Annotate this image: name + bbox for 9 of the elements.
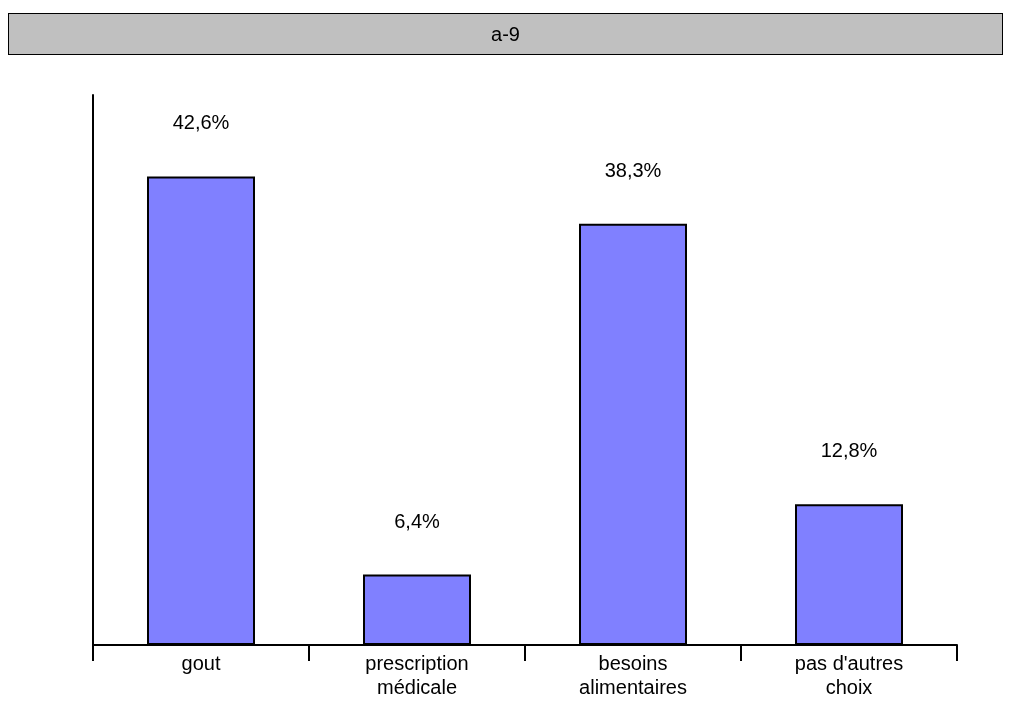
x-tick-label: gout [181, 652, 221, 674]
data-label: 6,4% [394, 509, 441, 532]
data-label: 12,8% [820, 439, 878, 462]
data-label: 42,6% [172, 111, 230, 134]
x-tick-label: prescription médicale [365, 652, 469, 698]
chart-title: a-9 [491, 22, 520, 46]
x-tick-label: besoins alimentaires [579, 652, 687, 698]
data-label: 38,3% [604, 158, 662, 181]
x-tick-label: pas d'autres choix [794, 652, 904, 698]
